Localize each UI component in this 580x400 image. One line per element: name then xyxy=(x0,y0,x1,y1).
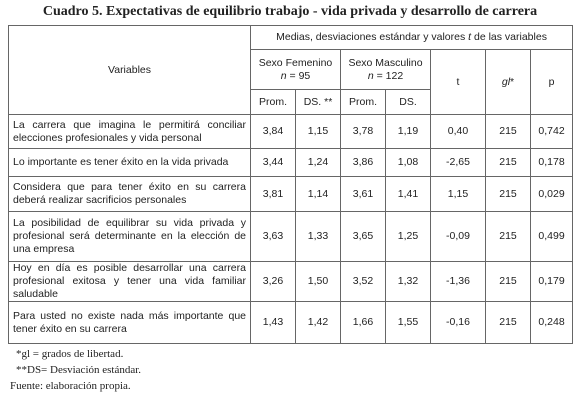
header-cell: Sexo Masculino n = 122 xyxy=(340,49,431,90)
value-cell: -0,16 xyxy=(430,301,486,344)
value-cell: 1,43 xyxy=(250,301,296,344)
value-cell: 3,44 xyxy=(250,148,296,177)
value-cell: 3,61 xyxy=(340,176,386,212)
header-cell: Variables xyxy=(8,25,251,115)
group-n: n xyxy=(280,69,287,82)
header-row: Prom. DS. ** Prom. DS. xyxy=(9,89,573,115)
value-cell: 0,178 xyxy=(529,148,574,177)
header-row: Variables Medias, desviaciones estándar … xyxy=(8,25,574,115)
header-row: Sexo Femenino n = 95 Sexo Masculino n = 12… xyxy=(9,49,574,115)
header-text: p xyxy=(548,75,555,88)
variable-cell: La carrera que imagina le permitirá conc… xyxy=(8,114,251,149)
value-cell: 0,029 xyxy=(529,176,574,212)
value-cell: 1,50 xyxy=(295,261,341,302)
data-row: La posibilidad de equilibrar su vida pri… xyxy=(8,211,574,262)
data-row: Hoy en día es posible desarrollar una ca… xyxy=(8,261,574,302)
header-cell: t xyxy=(430,49,486,115)
value-cell: 1,08 xyxy=(385,148,431,177)
header-cell: gl* xyxy=(485,49,531,115)
group-label: Sexo Masculino xyxy=(348,56,423,69)
value-cell: 0,248 xyxy=(529,301,574,344)
value-cell: 1,14 xyxy=(295,176,341,212)
group-label: Sexo Femenino xyxy=(258,56,333,69)
header-text: Medias, desviaciones estándar y valores xyxy=(276,31,466,43)
value-cell: 3,65 xyxy=(340,211,386,262)
value-cell: 1,66 xyxy=(340,301,386,344)
data-row: La carrera que imagina le permitirá conc… xyxy=(8,114,574,149)
value-cell: 215 xyxy=(485,114,531,149)
note: *gl = grados de libertad. xyxy=(16,348,124,360)
value-cell: 0,742 xyxy=(529,114,574,149)
value-cell: 3,26 xyxy=(250,261,296,302)
subheader-cell: Prom. xyxy=(340,89,386,115)
value-cell: 1,15 xyxy=(295,114,341,149)
subheader-cell: DS. xyxy=(385,89,431,115)
variable-cell: Considera que para tener éxito en su car… xyxy=(8,176,251,212)
variable-cell: La posibilidad de equilibrar su vida pri… xyxy=(8,211,251,262)
group-count: = 95 xyxy=(289,69,311,82)
variable-cell: Para usted no existe nada más importante… xyxy=(8,301,251,344)
table-body: Variables Medias, desviaciones estándar … xyxy=(8,25,574,344)
data-row: Para usted no existe nada más importante… xyxy=(8,301,574,344)
value-cell: 1,55 xyxy=(385,301,431,344)
value-cell: -0,09 xyxy=(430,211,486,262)
value-cell: 3,63 xyxy=(250,211,296,262)
data-table: Variables Medias, desviaciones estándar … xyxy=(8,25,574,344)
subheader-cell: DS. ** xyxy=(295,89,341,115)
value-cell: 1,25 xyxy=(385,211,431,262)
note: **DS= Desviación estándar. xyxy=(16,364,142,376)
header-cell: Medias, desviaciones estándar y valores … xyxy=(249,25,574,50)
title: Cuadro 5. Expectativas de equilibrio tra… xyxy=(42,4,538,19)
header-cell: p xyxy=(529,49,574,115)
value-cell: 1,32 xyxy=(385,261,431,302)
value-cell: 0,179 xyxy=(529,261,574,302)
subheader-cell: Prom. xyxy=(250,89,296,115)
header-cell: Sexo Femenino n = 95 xyxy=(250,49,341,90)
data-row: Lo importante es tener éxito en la vida … xyxy=(8,148,574,177)
value-cell: 0,40 xyxy=(430,114,486,149)
value-cell: 3,86 xyxy=(340,148,386,177)
group-n: n xyxy=(367,69,374,82)
variable-cell: Lo importante es tener éxito en la vida … xyxy=(8,148,251,177)
variable-cell: Hoy en día es posible desarrollar una ca… xyxy=(8,261,251,302)
note: Fuente: elaboración propia. xyxy=(10,380,131,392)
value-cell: -1,36 xyxy=(430,261,486,302)
value-cell: -2,65 xyxy=(430,148,486,177)
value-cell: 1,33 xyxy=(295,211,341,262)
value-cell: 1,15 xyxy=(430,176,486,212)
value-cell: 1,24 xyxy=(295,148,341,177)
value-cell: 215 xyxy=(485,301,531,344)
value-cell: 215 xyxy=(485,211,531,262)
value-cell: 1,19 xyxy=(385,114,431,149)
value-cell: 3,52 xyxy=(340,261,386,302)
notes: *gl = grados de libertad. **DS= Desviació… xyxy=(10,346,141,394)
group-count: = 122 xyxy=(376,69,404,82)
value-cell: 1,41 xyxy=(385,176,431,212)
header-text: gl xyxy=(501,75,511,88)
value-cell: 3,84 xyxy=(250,114,296,149)
header-text: de las variables xyxy=(473,31,547,43)
header-text: Variables xyxy=(108,63,151,76)
value-cell: 215 xyxy=(485,148,531,177)
value-cell: 3,81 xyxy=(250,176,296,212)
data-row: Considera que para tener éxito en su car… xyxy=(8,176,574,212)
value-cell: 215 xyxy=(485,261,531,302)
value-cell: 0,499 xyxy=(529,211,574,262)
header-text: t xyxy=(456,75,460,88)
value-cell: 3,78 xyxy=(340,114,386,149)
header-text: t xyxy=(468,31,472,43)
value-cell: 1,42 xyxy=(295,301,341,344)
value-cell: 215 xyxy=(485,176,531,212)
header-text: * xyxy=(510,75,515,88)
